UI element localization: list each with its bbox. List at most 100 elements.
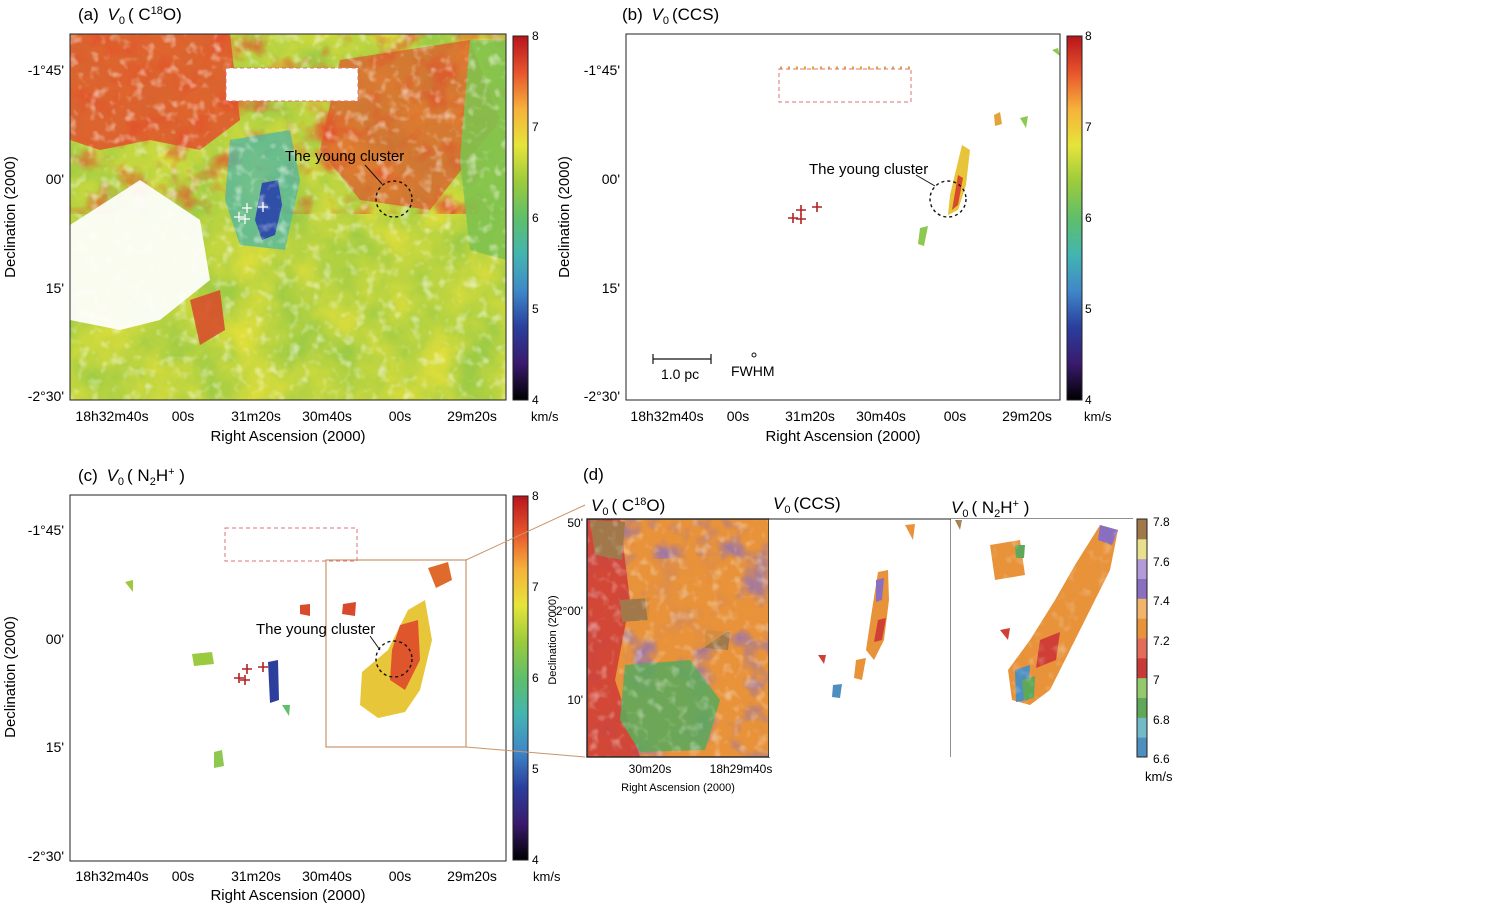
colorbar-tick: 7 bbox=[1085, 120, 1092, 134]
colorbar-frame bbox=[1136, 518, 1148, 758]
colorbar-tick: 7 bbox=[532, 120, 539, 134]
n2h-clump bbox=[268, 660, 279, 703]
x-axis-label: Right Ascension (2000) bbox=[765, 428, 920, 445]
ytick-label: 00' bbox=[46, 171, 64, 187]
panel-b-yaxis: -1°45' 00' 15' -2°30' Declination (2000) bbox=[556, 62, 620, 404]
ytick-label: -1°45' bbox=[28, 522, 64, 538]
colorbar-tick: 5 bbox=[532, 762, 539, 776]
xtick-label: 29m20s bbox=[447, 408, 497, 424]
panel-c-colorbar: 4 5 6 7 8 km/s bbox=[512, 489, 561, 884]
annotation-pointer bbox=[369, 635, 381, 651]
panel-d-xaxis: 30m20s 18h29m40s Right Ascension (2000) bbox=[621, 762, 772, 794]
panel-a-yaxis: -1°45' 00' 15' -2°30' Declination (2000) bbox=[2, 62, 64, 404]
colorbar-tick: 6 bbox=[532, 671, 539, 685]
source-marker bbox=[788, 213, 798, 223]
ytick-label: 50' bbox=[567, 516, 583, 530]
panel-d2-title: V0 (CCS) bbox=[773, 494, 841, 516]
x-axis-label: Right Ascension (2000) bbox=[621, 782, 735, 794]
colorbar-band bbox=[1137, 717, 1147, 738]
colorbar-band bbox=[1137, 598, 1147, 619]
map-speckle bbox=[951, 519, 1133, 757]
source-marker bbox=[258, 662, 268, 672]
xtick-label: 18h29m40s bbox=[710, 762, 773, 776]
ccs-clump bbox=[905, 524, 915, 540]
panel-c-xaxis: 18h32m40s 00s 31m20s 30m40s 00s 29m20s R… bbox=[75, 868, 496, 904]
colorbar-band bbox=[1137, 618, 1147, 639]
ytick-label: -1°45' bbox=[28, 62, 64, 78]
colorbar-tick: 6.8 bbox=[1153, 713, 1170, 727]
dashed-box bbox=[224, 527, 358, 562]
ccs-clump bbox=[1020, 116, 1028, 128]
xtick-label: 18h32m40s bbox=[630, 408, 703, 424]
source-marker bbox=[234, 673, 244, 683]
xtick-label: 00s bbox=[172, 408, 195, 424]
xtick-label: 31m20s bbox=[231, 408, 281, 424]
panel-a-xaxis: 18h32m40s 00s 31m20s 30m40s 00s 29m20s R… bbox=[75, 408, 496, 445]
colorbar-band bbox=[1137, 578, 1147, 599]
xtick-label: 29m20s bbox=[1002, 408, 1052, 424]
ccs-clump bbox=[1052, 48, 1060, 56]
colorbar-ticks: 4 5 6 7 8 bbox=[532, 29, 539, 407]
y-axis-label: Declination (2000) bbox=[2, 156, 19, 278]
colorbar-tick: 6.6 bbox=[1153, 752, 1170, 766]
map-speckle bbox=[587, 519, 769, 757]
map-background bbox=[70, 495, 506, 861]
panel-c-title: (c) V0( N2H+ ) bbox=[78, 466, 185, 488]
panel-d-title: (d) bbox=[583, 465, 604, 484]
source-marker bbox=[796, 214, 806, 224]
n2h-filament-red bbox=[390, 620, 420, 690]
annotation-pointer bbox=[364, 164, 383, 185]
colorbar-band bbox=[1137, 657, 1147, 679]
ytick-label: 15' bbox=[46, 739, 64, 755]
colorbar-tick: 7.8 bbox=[1153, 515, 1170, 529]
n2h-clump bbox=[428, 562, 452, 588]
colorbar-ticks: 4 5 6 7 8 bbox=[1085, 29, 1092, 407]
panel-d1-title: V0( C18O) bbox=[591, 496, 665, 518]
xtick-label: 29m20s bbox=[447, 868, 497, 884]
panel-b-title: (b) V0 (CCS) bbox=[622, 5, 719, 27]
young-cluster-label: The young cluster bbox=[809, 161, 928, 178]
ccs-filament-purple bbox=[876, 578, 884, 602]
colorbar-band bbox=[1137, 737, 1147, 758]
panel-b: (b) V0 (CCS) The young cluster bbox=[556, 5, 1112, 445]
source-marker bbox=[240, 214, 250, 224]
zoom-region-box bbox=[325, 559, 467, 748]
ccs-clump bbox=[994, 112, 1002, 126]
colorbar-tick: 7 bbox=[532, 580, 539, 594]
xtick-label: 18h32m40s bbox=[75, 408, 148, 424]
ytick-label: 00' bbox=[602, 171, 620, 187]
source-marker bbox=[258, 202, 268, 212]
young-cluster-circle bbox=[375, 640, 413, 678]
colorbar-tick: 4 bbox=[532, 393, 539, 407]
colorbar-tick: 4 bbox=[532, 853, 539, 867]
panel-d3-map bbox=[951, 519, 1133, 757]
panel-d: (d) V0( C18O) V0 (CCS) V0( N2H+ ) bbox=[547, 465, 1173, 794]
colorbar-tick: 8 bbox=[532, 29, 539, 43]
ytick-label: -2°00' bbox=[552, 604, 583, 618]
ytick-label: -2°30' bbox=[28, 388, 64, 404]
ytick-label: 15' bbox=[46, 280, 64, 296]
ccs-filament bbox=[866, 570, 889, 660]
panel-a-title: (a) V0( C18O) bbox=[78, 5, 182, 27]
colorbar-unit: km/s bbox=[1145, 769, 1173, 784]
ccs-clump bbox=[918, 226, 928, 246]
colorbar-tick: 7.6 bbox=[1153, 555, 1170, 569]
colorbar-gradient bbox=[512, 495, 529, 861]
colorbar-unit: km/s bbox=[533, 869, 561, 884]
colorbar-tick: 7.4 bbox=[1153, 594, 1170, 608]
colorbar-ticks: 6.6 6.8 7 7.2 7.4 7.6 7.8 bbox=[1153, 515, 1170, 766]
panel-a: (a) V0( C18O) The young cluster bbox=[2, 5, 559, 445]
colorbar-tick: 8 bbox=[1085, 29, 1092, 43]
source-marker bbox=[240, 675, 250, 685]
n2h-clump bbox=[192, 652, 214, 666]
source-marker bbox=[812, 202, 822, 212]
xtick-label: 31m20s bbox=[231, 868, 281, 884]
young-cluster-label: The young cluster bbox=[256, 621, 375, 638]
xtick-label: 30m20s bbox=[629, 762, 672, 776]
colorbar-tick: 7 bbox=[1153, 673, 1160, 687]
x-axis-label: Right Ascension (2000) bbox=[210, 887, 365, 904]
panel-d3-title: V0( N2H+ ) bbox=[951, 498, 1029, 520]
ytick-label: 10' bbox=[567, 693, 583, 707]
colorbar-tick: 8 bbox=[532, 489, 539, 503]
